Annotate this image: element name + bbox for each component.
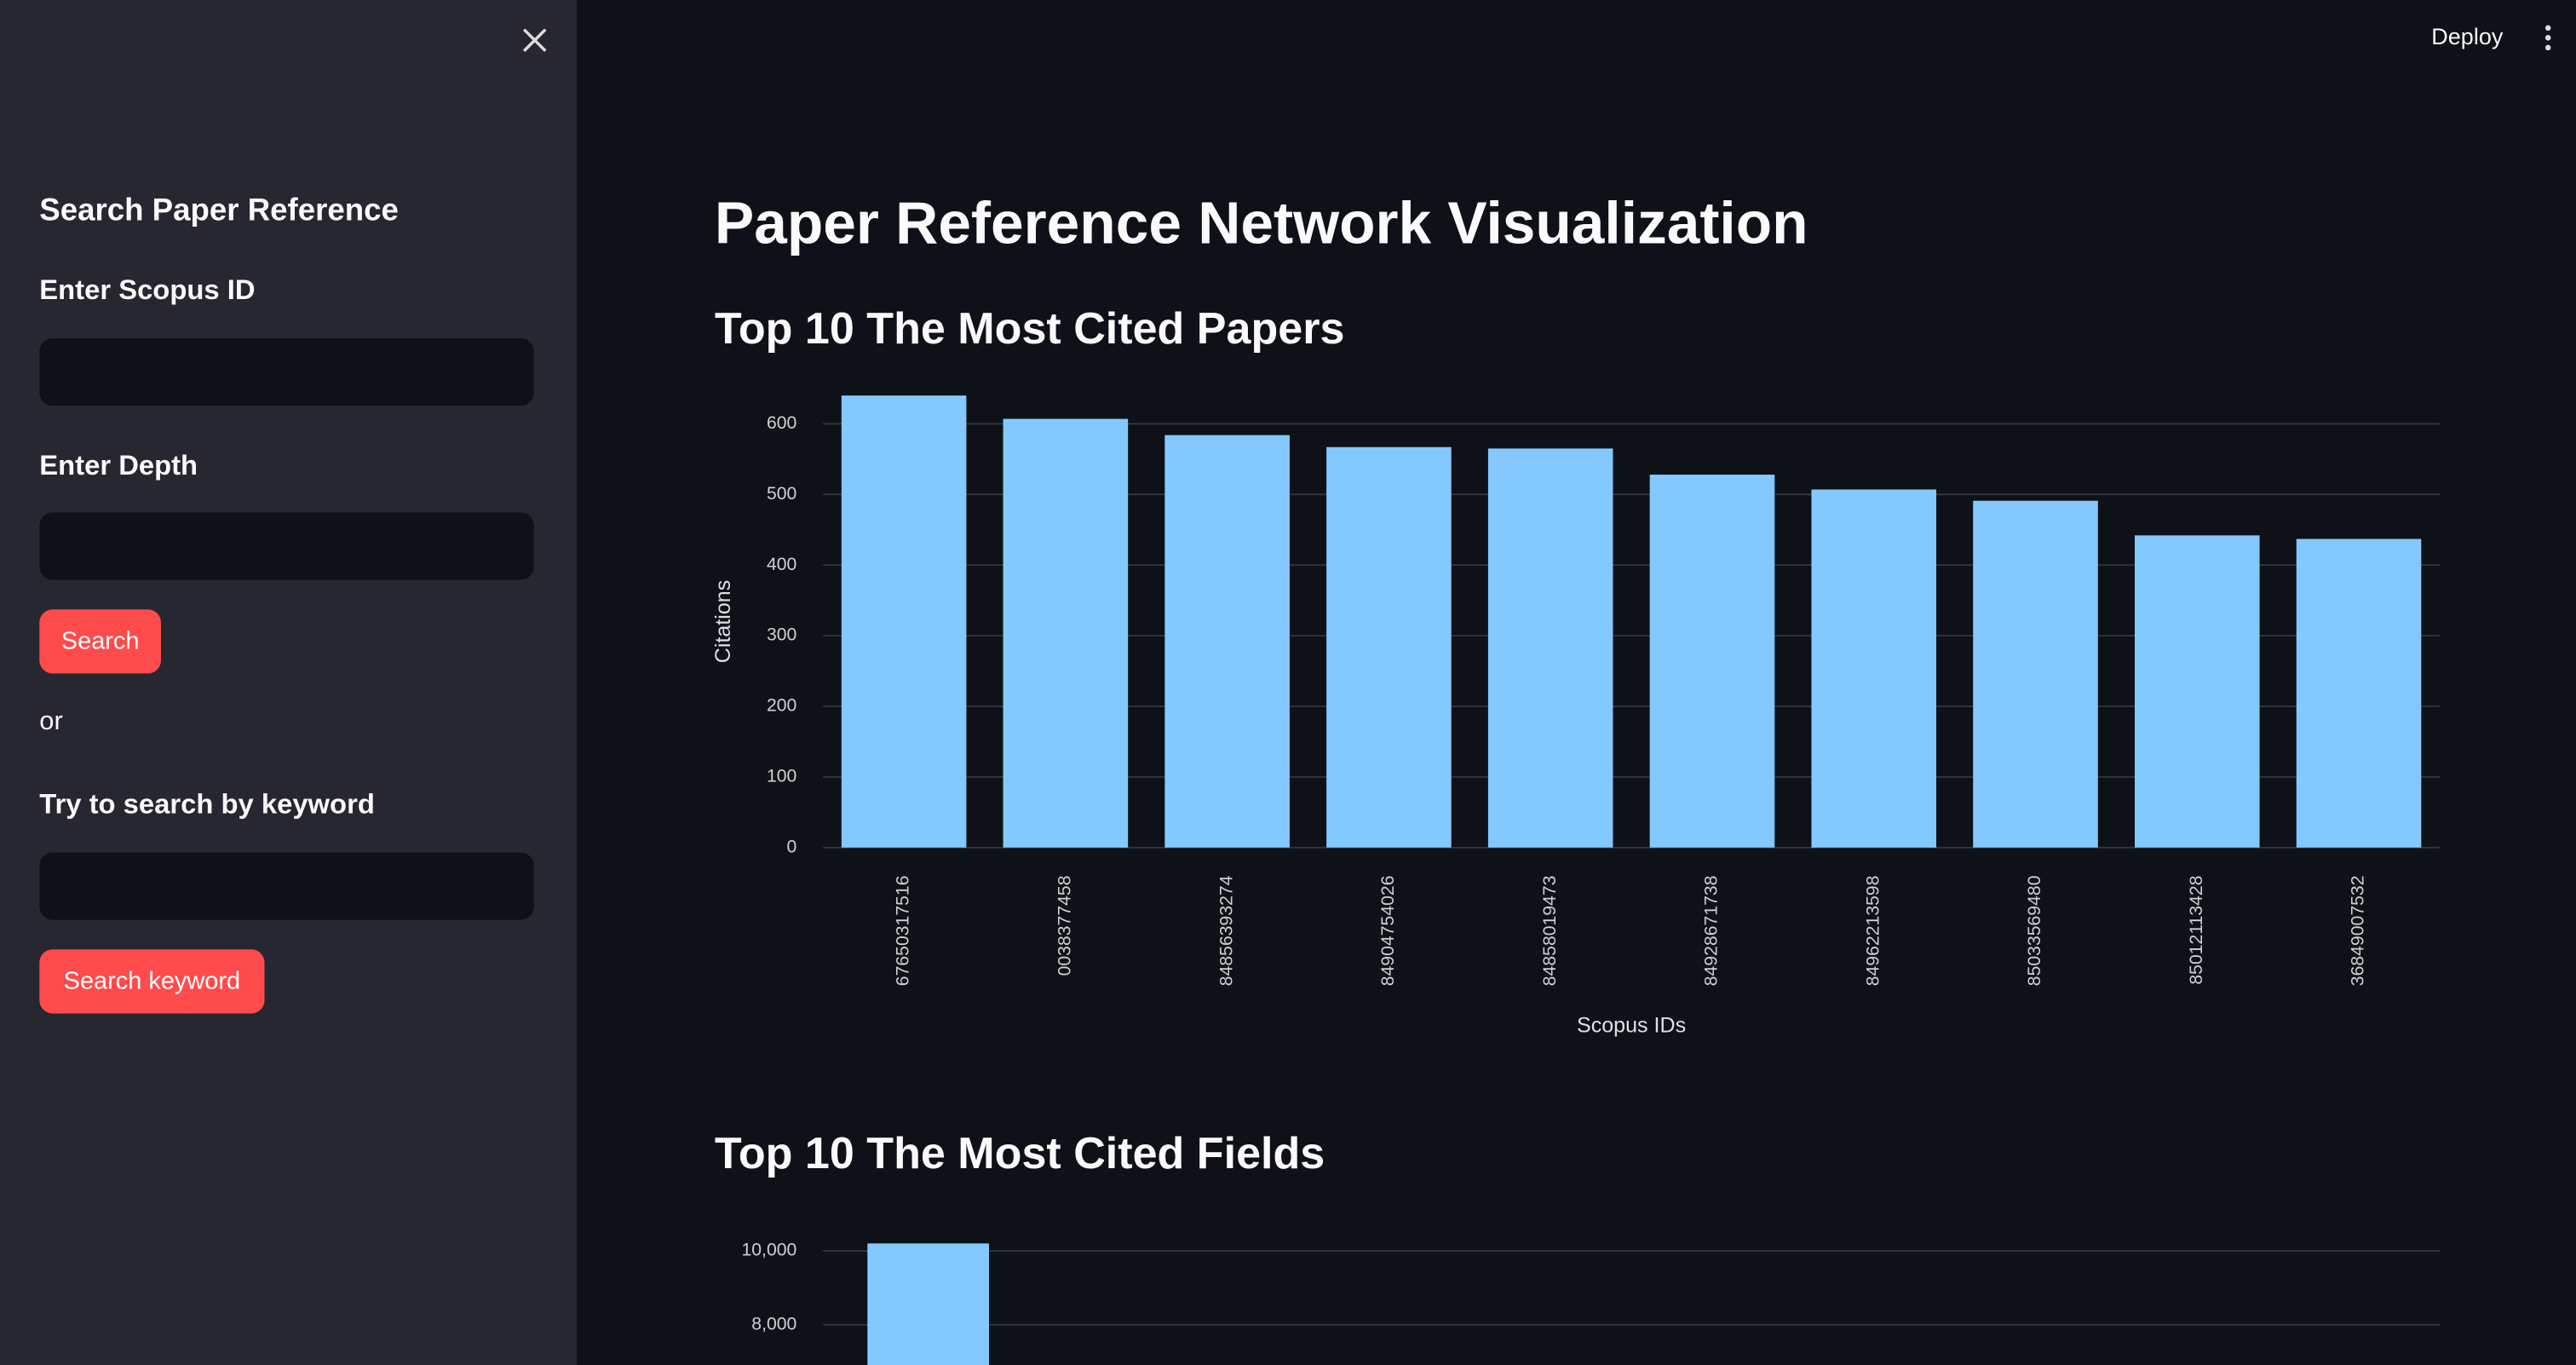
- bar: [1811, 489, 1937, 848]
- text-input[interactable]: [39, 338, 534, 406]
- close-icon[interactable]: [522, 28, 547, 53]
- x-tick-label: 84928671738: [1702, 876, 1722, 987]
- y-axis-label: Citations: [711, 580, 735, 663]
- y-tick-label: 8,000: [751, 1314, 796, 1333]
- x-tick-label: 36849007532: [2349, 876, 2368, 987]
- bar: [2134, 535, 2260, 848]
- page-title: Paper Reference Network Visualization: [714, 188, 1808, 256]
- search-button[interactable]: Search: [39, 609, 161, 674]
- sidebar: Search Paper Reference Enter Scopus ID E…: [0, 0, 577, 1365]
- bar: [2296, 539, 2422, 848]
- y-tick-label: 300: [767, 625, 796, 645]
- text-input[interactable]: [39, 852, 534, 920]
- y-tick-label: 10,000: [741, 1241, 796, 1260]
- y-tick-label: 500: [767, 484, 796, 504]
- or-text: or: [39, 707, 63, 736]
- y-tick-label: 600: [767, 413, 796, 433]
- bar: [1649, 475, 1775, 848]
- y-tick-label: 200: [767, 696, 796, 716]
- x-tick-label: 84856393274: [1216, 875, 1236, 986]
- field-label: Enter Depth: [39, 450, 198, 481]
- bar: [1973, 500, 2098, 848]
- y-tick-label: 100: [767, 766, 796, 786]
- x-axis-label: Scopus IDs: [1577, 1014, 1686, 1038]
- bar: [1326, 446, 1452, 848]
- chart-title: Top 10 The Most Cited Fields: [715, 1129, 1325, 1178]
- bar: [1003, 418, 1129, 848]
- field-label: Enter Scopus ID: [39, 274, 256, 306]
- x-tick-label: 85033569480: [2025, 876, 2044, 987]
- field-label: Try to search by keyword: [39, 788, 375, 820]
- bar: [867, 1243, 989, 1365]
- sidebar-heading: Search Paper Reference: [39, 193, 399, 228]
- x-tick-label: 84904754026: [1378, 876, 1398, 987]
- deploy-button[interactable]: Deploy: [2431, 22, 2504, 49]
- text-input[interactable]: [39, 512, 534, 580]
- bar: [1487, 448, 1613, 848]
- bar: [1164, 435, 1290, 848]
- x-tick-label: 0038377458: [1055, 876, 1074, 976]
- x-tick-label: 84962213598: [1863, 876, 1883, 987]
- y-tick-label: 400: [767, 555, 796, 574]
- chart-title: Top 10 The Most Cited Papers: [715, 304, 1345, 354]
- bar: [841, 395, 967, 848]
- y-tick-label: 0: [787, 837, 797, 856]
- x-tick-label: 85012113428: [2187, 876, 2206, 985]
- search-keyword-button[interactable]: Search keyword: [39, 949, 265, 1014]
- menu-icon[interactable]: [2541, 23, 2554, 53]
- x-tick-label: 67650317516: [894, 876, 913, 987]
- x-tick-label: 84858019473: [1540, 876, 1560, 987]
